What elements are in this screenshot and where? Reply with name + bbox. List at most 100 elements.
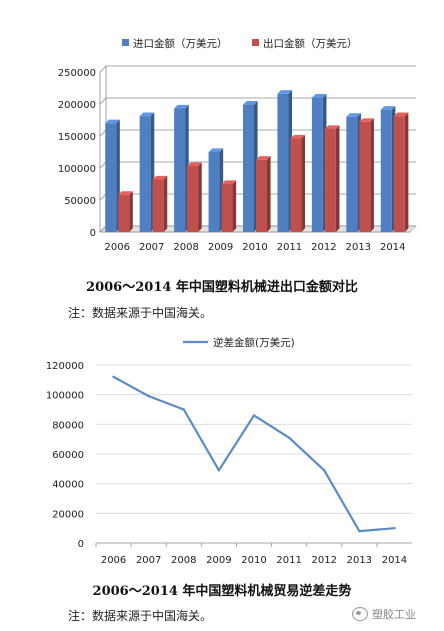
chart1-x-tick-label: 2013 [346,242,371,253]
chart1-bar-top [208,148,224,152]
chart1-bar-front [324,128,336,232]
chart2-y-tick-label: 60000 [52,450,84,461]
chart1-x-tick-label: 2006 [104,242,129,253]
chart1-bar-side [370,118,374,232]
chart1-x-tick-label: 2012 [311,242,336,253]
chart2-data-point [358,529,361,533]
chart2-x-tick-label: 2013 [347,555,372,566]
chart1-bar-front [256,159,267,232]
chart1-source-note: 注：数据来源于中国海关。 [68,306,213,320]
chart1-bar [256,156,271,232]
chart1-bar [359,118,374,232]
chart1-bar-top [139,112,155,117]
chart1-caption: 2006～2014 年中国塑料机械进出口金额对比 [86,280,358,295]
chart1-y-tick-label: 150000 [58,132,96,143]
chart1-bar-side [129,191,133,232]
chart2-x-tick-label: 2006 [101,555,126,566]
chart1-x-tick-label: 2010 [242,242,267,253]
chart1-bar [380,106,396,232]
chart1-bar-front [208,152,220,232]
chart2-x-tick-label: 2014 [382,555,407,566]
chart1-bar-side [163,175,168,232]
chart1-legend-label: 出口金额（万美元） [263,37,358,50]
chart1-bar-top [359,118,374,122]
chart2-x-tick-label: 2008 [171,555,196,566]
chart1-bar-top [243,101,258,105]
chart2-y-tick-label: 80000 [52,420,84,431]
chart2-data-point [252,414,256,417]
chart1-bar-front [393,116,405,232]
chart1-bar [152,175,168,232]
chart2-caption: 2006～2014 年中国塑料机械贸易逆差走势 [92,584,352,599]
chart1-bar-front [346,116,358,232]
chart2-y-tick-label: 120000 [46,361,84,372]
watermark-text: 塑胶工业 [372,608,416,621]
trade-deficit-chart: 0 20000 40000 60000 80000 100000 120000 2006 200… [0,330,444,575]
chart1-bar-side [335,125,340,232]
chart1-bar [118,191,133,232]
chart2-data-point [182,408,185,411]
chart1-bar-front [380,109,392,232]
chart1-bar-top [221,180,237,184]
chart1-y-tick-label: 50000 [64,196,96,207]
chart1-bar-top [105,119,120,124]
chart2-data-point [323,469,326,472]
chart2-legend-label: 逆差金额(万美元) [213,336,295,349]
chart1-bar [105,119,120,232]
chart2-data-point [112,375,115,379]
chart1-gridline [99,97,416,105]
chart1-bar-top [324,125,340,129]
chart1-x-tick-label: 2008 [173,242,198,253]
chart1-bar-top [290,134,306,139]
chart1-x-tick-label: 2007 [139,242,164,253]
chart2-y-tick-label: 20000 [52,509,84,520]
chart1-bar-front [359,121,371,232]
chart2-source-note: 注：数据来源于中国海关。 [68,609,213,623]
chart2-x-tick-label: 2009 [206,555,231,566]
chart1-legend-swatch [122,39,129,46]
chart1-y-tick-label: 100000 [58,164,96,175]
chart1-bar [324,125,340,232]
import-export-chart: 0 50000 100000 150000 200000 250000 2006 2007 20… [0,0,444,262]
import-export-bar-chart: 0 50000 100000 150000 200000 250000 2006 2007 20… [58,37,417,253]
chart1-bar-front [118,194,130,232]
chart1-bar-side [267,156,271,232]
chart2-data-point [393,526,396,530]
chart2-data-point [217,469,221,472]
chart1-x-tick-label: 2009 [208,242,233,253]
chart1-bar-front [243,104,254,232]
chart2-x-tick-label: 2011 [276,555,301,566]
chart1-bar-top [380,106,396,110]
chart2-x-tick-label: 2012 [311,555,336,566]
chart1-bar-top [152,175,168,180]
watermark: 塑胶工业 [352,603,442,625]
chart1-bar-side [198,162,202,232]
chart1-y-tick-label: 0 [90,228,96,239]
chart1-bar-top [118,191,133,195]
trade-deficit-line-chart: 0 20000 40000 60000 80000 100000 120000 2006 200… [46,336,412,566]
chart2-x-tick-label: 2007 [136,555,161,566]
chart1-bar-top [187,162,202,167]
chart1-bar-front [277,93,289,232]
chart1-bar-side [301,134,306,232]
chart2-data-point [147,394,150,398]
chart1-bar [311,94,327,232]
chart1-bar-top [174,104,189,109]
chart1-bar-front [311,97,323,232]
chart1-bar [174,104,189,232]
chart1-legend-swatch [252,39,259,46]
chart1-bar-side [404,112,409,232]
chart1-bar-top [393,112,409,117]
chart1-bar-front [105,123,117,232]
chart2-data-point [287,436,291,439]
chart1-bar-top [277,90,293,94]
chart1-bar-top [256,156,271,160]
chart1-bar-top [311,94,327,98]
chart1-bar [208,148,224,232]
chart2-y-tick-label: 0 [78,539,84,550]
chart1-bar [290,134,306,232]
chart1-bar-front [187,166,199,232]
chart1-bar-front [290,138,302,232]
chart1-bar [221,180,237,232]
chart1-bar [346,113,361,232]
